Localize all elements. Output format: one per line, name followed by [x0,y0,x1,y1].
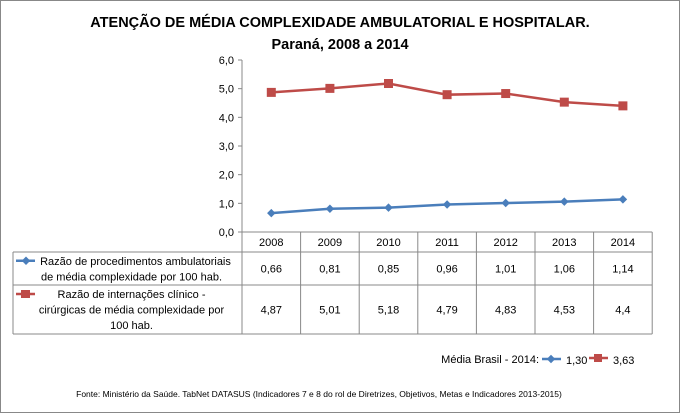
data-point [618,195,628,204]
category-label: 2009 [318,237,342,249]
data-point [501,198,510,208]
diamond-marker-icon [21,256,31,265]
table-cell-value: 0,81 [319,264,340,276]
data-point [442,90,452,100]
source-note: Fonte: Ministério da Saúde. TabNet DATAS… [76,389,562,399]
data-point [384,79,393,89]
table-cell-value: 1,01 [495,264,516,276]
data-point [266,87,276,97]
table-cell-value: 4,53 [554,305,575,317]
data-point [501,89,511,99]
y-tick-label: 4,0 [219,112,234,124]
category-label: 2013 [552,237,576,249]
y-tick-label: 0,0 [219,227,234,239]
table-cell-value: 5,18 [378,305,399,317]
category-label: 2008 [259,237,283,249]
data-point [384,203,393,212]
y-tick-label: 5,0 [219,84,234,96]
data-point [325,83,335,93]
data-point [618,101,628,111]
series-name-line: cirúrgicas de média complexidade por [39,305,225,317]
category-label: 2010 [376,237,400,249]
table-cell-value: 5,01 [319,305,340,317]
brazil-average-value-2: 3,63 [613,355,634,367]
y-tick-label: 1,0 [219,198,234,210]
data-point [267,208,276,218]
chart-subtitle: Paraná, 2008 a 2014 [271,37,408,53]
data-point [559,97,569,107]
data-point [442,200,452,209]
data-point [325,204,335,214]
square-marker-icon [594,354,602,362]
series-name-line: 100 hab. [110,320,153,332]
chart-title: ATENÇÃO DE MÉDIA COMPLEXIDADE AMBULATORI… [90,13,589,31]
series-name-line: Razão de internações clínico - [58,289,206,301]
category-label: 2012 [493,237,517,249]
data-point [560,197,569,206]
table-cell-value: 1,14 [612,264,633,276]
table-cell-value: 4,87 [261,305,282,317]
brazil-average-label: Média Brasil - 2014: [441,354,539,366]
y-tick-label: 6,0 [219,55,234,67]
table-cell-value: 4,83 [495,305,516,317]
brazil-average-value-1: 1,30 [566,355,587,367]
y-tick-label: 2,0 [219,170,234,182]
diamond-marker-icon [546,354,556,364]
table-cell-value: 0,66 [261,264,282,276]
y-tick-label: 3,0 [219,141,234,153]
series-name-line: de média complexidade por 100 hab. [41,271,222,283]
category-label: 2014 [611,237,635,249]
table-cell-value: 4,79 [436,305,457,317]
table-cell-value: 0,85 [378,264,399,276]
square-marker-icon [21,290,30,298]
series-name-line: Razão de procedimentos ambulatoriais [40,256,231,268]
category-label: 2011 [435,237,459,249]
table-cell-value: 4,4 [615,305,630,317]
table-cell-value: 0,96 [436,264,457,276]
table-cell-value: 1,06 [554,264,575,276]
